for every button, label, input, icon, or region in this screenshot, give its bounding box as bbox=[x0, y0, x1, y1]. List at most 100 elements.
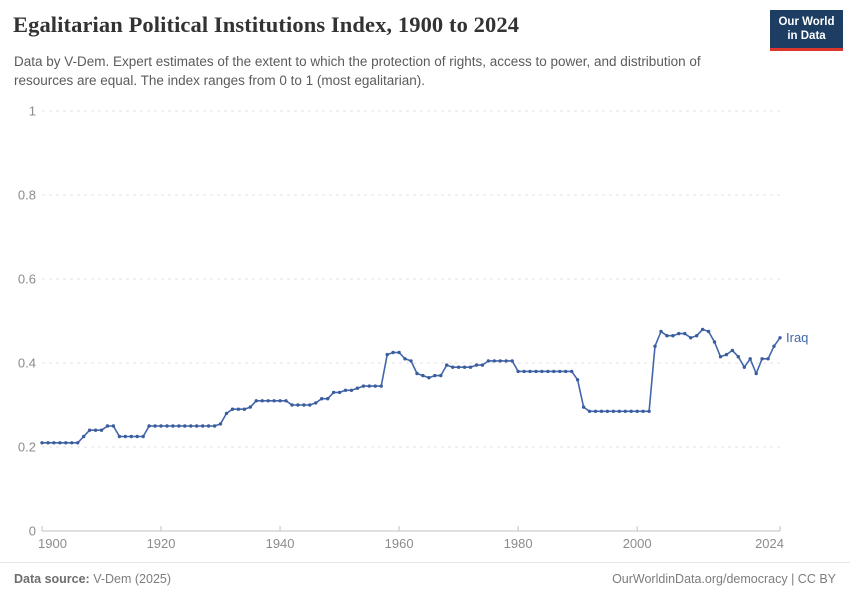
data-point-marker[interactable] bbox=[421, 373, 425, 378]
data-point-marker[interactable] bbox=[695, 334, 699, 338]
data-point-marker[interactable] bbox=[593, 409, 598, 413]
data-point-marker[interactable] bbox=[117, 434, 122, 439]
series-end-label[interactable]: Iraq bbox=[786, 330, 808, 345]
data-point-marker[interactable] bbox=[772, 344, 776, 348]
data-point-marker[interactable] bbox=[498, 359, 502, 363]
data-point-marker[interactable] bbox=[677, 331, 681, 336]
data-point-marker[interactable] bbox=[736, 355, 740, 359]
data-point-marker[interactable] bbox=[129, 434, 133, 439]
data-point-marker[interactable] bbox=[718, 355, 723, 359]
data-point-marker[interactable] bbox=[201, 424, 205, 428]
data-point-marker[interactable] bbox=[617, 409, 621, 413]
data-point-marker[interactable] bbox=[730, 348, 735, 353]
data-point-marker[interactable] bbox=[605, 409, 610, 413]
data-point-marker[interactable] bbox=[314, 401, 318, 405]
data-point-marker[interactable] bbox=[147, 424, 151, 428]
data-point-marker[interactable] bbox=[546, 369, 550, 374]
credit-link[interactable]: OurWorldinData.org/democracy | CC BY bbox=[612, 572, 836, 586]
data-point-marker[interactable] bbox=[135, 434, 139, 439]
data-point-marker[interactable] bbox=[451, 365, 455, 369]
data-point-marker[interactable] bbox=[320, 397, 324, 401]
data-point-marker[interactable] bbox=[266, 399, 270, 403]
data-point-marker[interactable] bbox=[587, 409, 592, 413]
data-point-marker[interactable] bbox=[552, 369, 556, 374]
data-point-marker[interactable] bbox=[242, 407, 247, 411]
data-point-marker[interactable] bbox=[52, 441, 56, 445]
data-point-marker[interactable] bbox=[575, 378, 580, 382]
data-point-marker[interactable] bbox=[689, 336, 693, 340]
data-point-marker[interactable] bbox=[683, 331, 687, 336]
data-point-marker[interactable] bbox=[665, 334, 669, 338]
data-point-marker[interactable] bbox=[99, 428, 104, 432]
data-point-marker[interactable] bbox=[361, 384, 366, 388]
data-point-marker[interactable] bbox=[462, 365, 467, 369]
data-point-marker[interactable] bbox=[647, 409, 651, 413]
data-point-marker[interactable] bbox=[379, 384, 383, 388]
data-point-marker[interactable] bbox=[635, 409, 639, 413]
data-point-marker[interactable] bbox=[409, 359, 413, 363]
data-point-marker[interactable] bbox=[254, 399, 258, 403]
data-point-marker[interactable] bbox=[766, 357, 770, 361]
data-point-marker[interactable] bbox=[570, 369, 574, 374]
data-point-marker[interactable] bbox=[195, 424, 199, 428]
data-point-marker[interactable] bbox=[278, 399, 282, 403]
data-point-marker[interactable] bbox=[516, 369, 520, 374]
data-point-marker[interactable] bbox=[373, 384, 377, 388]
data-point-marker[interactable] bbox=[445, 363, 449, 367]
data-point-marker[interactable] bbox=[724, 352, 729, 357]
data-point-marker[interactable] bbox=[564, 369, 568, 374]
data-point-marker[interactable] bbox=[558, 369, 562, 374]
data-point-marker[interactable] bbox=[153, 424, 157, 428]
data-point-marker[interactable] bbox=[87, 428, 92, 432]
data-point-marker[interactable] bbox=[581, 405, 586, 409]
data-point-marker[interactable] bbox=[415, 371, 419, 376]
data-point-marker[interactable] bbox=[105, 424, 110, 428]
data-point-marker[interactable] bbox=[611, 409, 616, 413]
data-point-marker[interactable] bbox=[391, 350, 395, 355]
data-point-marker[interactable] bbox=[82, 434, 86, 439]
data-point-marker[interactable] bbox=[778, 336, 782, 340]
data-point-marker[interactable] bbox=[46, 441, 50, 445]
data-point-marker[interactable] bbox=[177, 424, 181, 428]
data-point-marker[interactable] bbox=[308, 403, 312, 407]
data-point-marker[interactable] bbox=[230, 407, 235, 411]
data-point-marker[interactable] bbox=[302, 403, 306, 407]
data-point-marker[interactable] bbox=[760, 357, 764, 361]
data-point-marker[interactable] bbox=[403, 357, 407, 361]
data-point-marker[interactable] bbox=[468, 365, 473, 369]
data-point-marker[interactable] bbox=[653, 344, 657, 348]
data-point-marker[interactable] bbox=[367, 384, 371, 388]
data-point-marker[interactable] bbox=[224, 411, 229, 416]
data-point-marker[interactable] bbox=[623, 409, 627, 413]
data-point-marker[interactable] bbox=[343, 388, 348, 392]
data-point-marker[interactable] bbox=[742, 365, 746, 369]
data-point-marker[interactable] bbox=[355, 386, 360, 390]
data-point-marker[interactable] bbox=[510, 359, 514, 363]
data-point-marker[interactable] bbox=[397, 350, 401, 355]
data-point-marker[interactable] bbox=[474, 363, 479, 367]
data-point-marker[interactable] bbox=[290, 403, 294, 407]
series-line-iraq[interactable] bbox=[41, 328, 781, 444]
data-point-marker[interactable] bbox=[671, 334, 675, 338]
data-point-marker[interactable] bbox=[492, 359, 496, 363]
data-point-marker[interactable] bbox=[260, 399, 264, 403]
data-point-marker[interactable] bbox=[331, 390, 336, 395]
data-point-marker[interactable] bbox=[641, 409, 645, 413]
data-point-marker[interactable] bbox=[248, 405, 252, 409]
data-point-marker[interactable] bbox=[183, 424, 187, 428]
data-point-marker[interactable] bbox=[272, 399, 276, 403]
data-point-marker[interactable] bbox=[599, 409, 604, 413]
data-point-marker[interactable] bbox=[111, 424, 116, 428]
data-point-marker[interactable] bbox=[58, 441, 62, 445]
data-point-marker[interactable] bbox=[534, 369, 538, 374]
data-point-marker[interactable] bbox=[480, 363, 485, 367]
data-point-marker[interactable] bbox=[540, 369, 544, 374]
data-point-marker[interactable] bbox=[528, 369, 532, 374]
data-point-marker[interactable] bbox=[40, 441, 44, 445]
data-point-marker[interactable] bbox=[385, 352, 389, 357]
data-point-marker[interactable] bbox=[748, 357, 752, 361]
data-point-marker[interactable] bbox=[189, 424, 193, 428]
data-point-marker[interactable] bbox=[486, 359, 491, 363]
data-point-marker[interactable] bbox=[504, 359, 508, 363]
